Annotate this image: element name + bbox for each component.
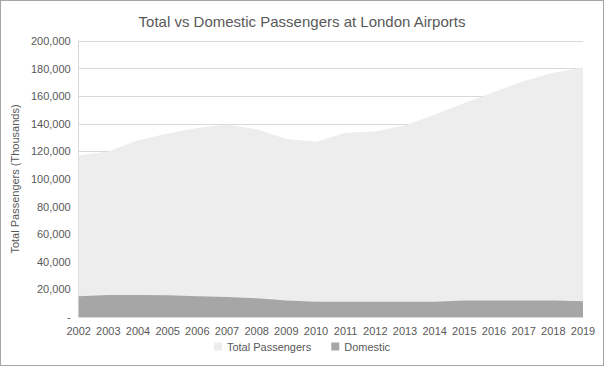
svg-text:120,000: 120,000 — [31, 145, 71, 157]
svg-text:2016: 2016 — [482, 325, 506, 337]
svg-text:2003: 2003 — [96, 325, 120, 337]
svg-text:2017: 2017 — [511, 325, 535, 337]
svg-text:60,000: 60,000 — [37, 228, 71, 240]
svg-text:Total vs Domestic Passengers a: Total vs Domestic Passengers at London A… — [139, 13, 466, 30]
svg-text:Total Passengers (Thousands): Total Passengers (Thousands) — [9, 104, 21, 253]
svg-text:2007: 2007 — [215, 325, 239, 337]
svg-text:2013: 2013 — [393, 325, 417, 337]
svg-text:2006: 2006 — [185, 325, 209, 337]
svg-text:80,000: 80,000 — [37, 201, 71, 213]
svg-text:180,000: 180,000 — [31, 63, 71, 75]
svg-text:2011: 2011 — [334, 325, 358, 337]
svg-text:140,000: 140,000 — [31, 118, 71, 130]
svg-text:2012: 2012 — [363, 325, 387, 337]
svg-text:2009: 2009 — [274, 325, 298, 337]
svg-text:200,000: 200,000 — [31, 35, 71, 47]
svg-text:Total Passengers: Total Passengers — [227, 341, 312, 353]
svg-text:2015: 2015 — [452, 325, 476, 337]
svg-text:2004: 2004 — [126, 325, 150, 337]
svg-text:40,000: 40,000 — [37, 256, 71, 268]
svg-text:Domestic: Domestic — [344, 341, 390, 353]
svg-text:2019: 2019 — [571, 325, 595, 337]
svg-text:2005: 2005 — [155, 325, 179, 337]
svg-text:2014: 2014 — [422, 325, 446, 337]
svg-text:20,000: 20,000 — [37, 283, 71, 295]
svg-text:2018: 2018 — [541, 325, 565, 337]
svg-text:2002: 2002 — [66, 325, 90, 337]
svg-text:100,000: 100,000 — [31, 173, 71, 185]
svg-text:2008: 2008 — [244, 325, 268, 337]
svg-text:-: - — [67, 311, 71, 323]
svg-text:160,000: 160,000 — [31, 90, 71, 102]
svg-text:2010: 2010 — [304, 325, 328, 337]
